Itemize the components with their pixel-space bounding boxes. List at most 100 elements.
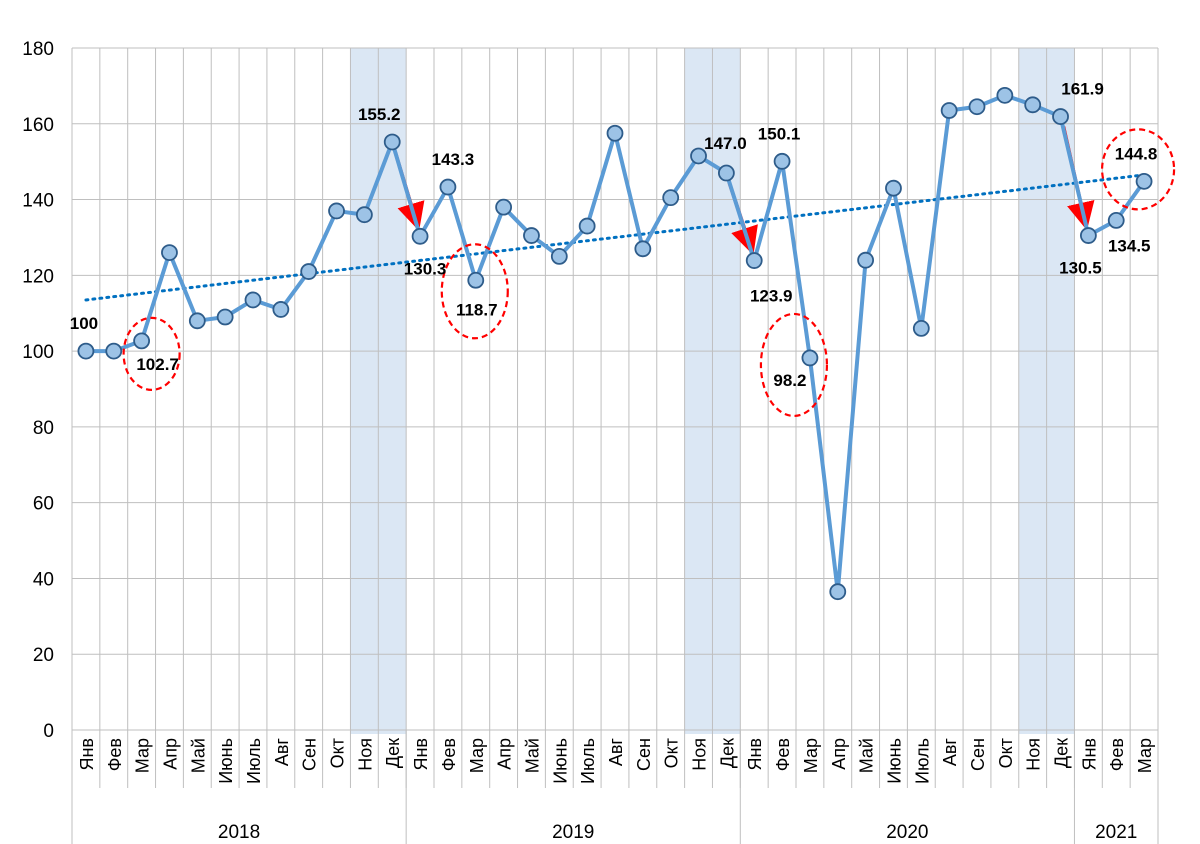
y-tick-label: 160 bbox=[22, 115, 54, 136]
data-point bbox=[690, 147, 707, 165]
data-point bbox=[355, 206, 373, 224]
highlight-circle bbox=[759, 312, 829, 418]
x-tick-label: Июль bbox=[912, 738, 932, 784]
x-tick-label: Июль bbox=[578, 738, 598, 784]
x-tick-label: Май bbox=[188, 738, 208, 773]
data-point bbox=[550, 247, 568, 265]
data-point bbox=[885, 179, 902, 197]
x-tick-label: Сен bbox=[300, 738, 320, 771]
data-point bbox=[439, 178, 457, 196]
data-point bbox=[216, 308, 234, 326]
data-point bbox=[133, 332, 151, 350]
data-point bbox=[829, 583, 847, 601]
x-tick-label: Ноя bbox=[355, 738, 375, 771]
x-tick-label: Авг bbox=[940, 738, 960, 767]
data-point bbox=[411, 227, 429, 245]
data-label: 100 bbox=[70, 314, 98, 333]
axes bbox=[71, 48, 1159, 844]
x-tick-label: Фев bbox=[105, 738, 125, 771]
data-point bbox=[495, 198, 513, 216]
x-tick-label: Сен bbox=[968, 738, 988, 771]
x-tick-label: Мар bbox=[1135, 738, 1155, 773]
x-tick-label: Ноя bbox=[1024, 738, 1044, 771]
x-tick-label: Фев bbox=[1107, 738, 1127, 771]
x-tick-label: Апр bbox=[495, 738, 515, 770]
x-tick-label: Ноя bbox=[690, 738, 710, 771]
data-label: 143.3 bbox=[432, 150, 475, 169]
data-label: 147.0 bbox=[704, 134, 747, 153]
data-point bbox=[1024, 96, 1042, 114]
tick-labels: 0 20 40 60 80 100 120 140 160 180 2018 2019 2020 2021… bbox=[22, 39, 1155, 843]
x-tick-label: Авг bbox=[606, 738, 626, 767]
series-group bbox=[77, 86, 1153, 601]
x-tick-label: Авг bbox=[272, 738, 292, 767]
data-point bbox=[857, 251, 875, 269]
data-point bbox=[161, 244, 178, 262]
x-tick-label: Янв bbox=[1079, 738, 1099, 771]
data-point bbox=[1135, 172, 1153, 190]
series-line bbox=[85, 93, 1146, 594]
data-label: 144.8 bbox=[1115, 144, 1158, 163]
data-label: 155.2 bbox=[358, 105, 401, 124]
x-tick-label: Дек bbox=[717, 738, 737, 768]
x-tick-label: Фев bbox=[439, 738, 459, 771]
data-point bbox=[105, 342, 123, 360]
data-point bbox=[383, 133, 401, 151]
x-tick-label: Фев bbox=[773, 738, 793, 771]
x-tick-label: Янв bbox=[77, 738, 97, 771]
data-point bbox=[717, 164, 735, 182]
data-point bbox=[578, 217, 596, 235]
data-point bbox=[523, 227, 540, 244]
year-label-2018: 2018 bbox=[218, 822, 260, 843]
highlight-circle bbox=[440, 243, 509, 340]
x-tick-label: Май bbox=[522, 738, 542, 773]
data-labels: 100 102.7 155.2 130.3 143.3 118.7 147.0 123.9 15… bbox=[70, 80, 1158, 390]
x-tick-label: Окт bbox=[328, 738, 348, 768]
y-tick-label: 80 bbox=[33, 418, 54, 439]
x-tick-label: Мар bbox=[801, 738, 821, 773]
data-point bbox=[77, 342, 95, 360]
data-point bbox=[801, 349, 819, 367]
y-tick-label: 140 bbox=[22, 191, 54, 212]
x-tick-label: Апр bbox=[160, 738, 180, 770]
data-point bbox=[662, 189, 680, 207]
data-point bbox=[188, 312, 206, 330]
data-label: 161.9 bbox=[1061, 80, 1104, 99]
x-tick-label: Окт bbox=[662, 738, 682, 768]
x-tick-label: Апр bbox=[829, 738, 849, 770]
x-tick-label: Июнь bbox=[216, 738, 236, 784]
data-label: 150.1 bbox=[758, 124, 801, 143]
x-tick-label: Май bbox=[857, 738, 877, 773]
highlight-circle bbox=[1100, 128, 1176, 211]
x-tick-label: Мар bbox=[467, 738, 487, 773]
y-tick-label: 40 bbox=[33, 569, 54, 590]
data-label: 130.3 bbox=[404, 259, 447, 278]
x-tick-label: Мар bbox=[133, 738, 153, 773]
data-point bbox=[940, 102, 958, 119]
data-point bbox=[1079, 227, 1097, 244]
data-label: 123.9 bbox=[750, 287, 793, 306]
data-label: 118.7 bbox=[456, 300, 498, 319]
data-point bbox=[606, 124, 624, 142]
highlight-circle bbox=[122, 316, 181, 391]
y-tick-label: 60 bbox=[33, 494, 54, 515]
x-tick-label: Дек bbox=[1052, 738, 1072, 768]
data-label: 98.2 bbox=[773, 371, 806, 390]
data-point bbox=[745, 252, 763, 269]
x-tick-label: Янв bbox=[745, 738, 765, 771]
data-point bbox=[773, 152, 791, 170]
data-point bbox=[634, 240, 652, 258]
data-point bbox=[996, 86, 1014, 104]
y-tick-label: 20 bbox=[33, 645, 54, 666]
data-point bbox=[467, 271, 485, 289]
y-tick-label: 0 bbox=[43, 721, 54, 742]
y-tick-label: 180 bbox=[22, 39, 54, 60]
y-tick-label: 120 bbox=[22, 266, 54, 287]
x-tick-label: Сен bbox=[634, 738, 654, 771]
x-tick-label: Дек bbox=[383, 738, 403, 768]
gridlines bbox=[71, 47, 1159, 731]
x-tick-label: Июнь bbox=[550, 738, 570, 784]
x-tick-label: Июнь bbox=[884, 738, 904, 784]
data-label: 130.5 bbox=[1059, 259, 1102, 278]
